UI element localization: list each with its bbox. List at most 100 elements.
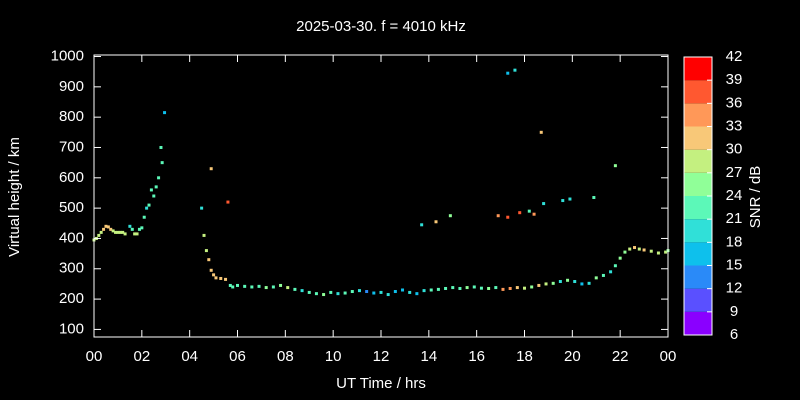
colorbar-tick-label: 9: [730, 303, 738, 320]
x-tick-label: 14: [420, 348, 437, 365]
data-point: [633, 246, 637, 250]
data-point: [479, 286, 483, 290]
data-point: [135, 232, 139, 236]
data-point: [539, 130, 543, 134]
colorbar-bin: [684, 288, 712, 312]
x-tick-label: 12: [373, 348, 390, 365]
data-point: [523, 286, 526, 290]
data-point: [372, 291, 376, 295]
data-point: [293, 287, 297, 291]
colorbar-tick-label: 42: [726, 48, 743, 65]
data-point: [451, 286, 455, 290]
data-point: [580, 282, 584, 286]
data-point: [429, 288, 433, 292]
data-point: [618, 256, 622, 260]
data-point: [99, 230, 103, 234]
colorbar-tick-label: 12: [726, 280, 743, 297]
colorbar-tick-label: 33: [726, 117, 743, 134]
data-point: [154, 185, 158, 189]
data-point: [613, 164, 617, 168]
data-point: [513, 68, 517, 72]
y-tick-label: 400: [59, 229, 84, 246]
x-tick-label: 16: [468, 348, 485, 365]
data-point: [601, 273, 605, 277]
colorbar-tick-label: 15: [726, 256, 743, 273]
x-tick-label: 22: [612, 348, 629, 365]
data-point: [226, 200, 230, 204]
data-point: [314, 292, 318, 296]
data-point: [444, 286, 448, 290]
data-point: [573, 280, 577, 284]
data-point: [200, 206, 204, 210]
x-tick-label: 04: [181, 348, 198, 365]
data-point: [613, 264, 617, 268]
colorbar-bin: [684, 196, 712, 220]
y-tick-label: 700: [59, 138, 84, 155]
data-point: [465, 286, 469, 290]
data-point: [448, 214, 452, 218]
data-point: [551, 281, 555, 285]
data-point: [159, 145, 163, 149]
data-point: [623, 250, 627, 254]
colorbar-tick-label: 18: [726, 233, 743, 250]
data-point: [561, 199, 565, 203]
data-point: [250, 285, 254, 289]
data-point: [329, 290, 333, 294]
data-point: [109, 227, 113, 231]
data-point: [264, 286, 268, 290]
data-point: [147, 203, 151, 207]
data-point: [128, 224, 132, 228]
data-point: [379, 290, 383, 294]
data-point: [116, 230, 120, 234]
data-point: [243, 284, 247, 288]
colorbar-bin: [684, 149, 712, 173]
colorbar-bin: [684, 172, 712, 196]
data-point: [236, 283, 239, 287]
data-point: [472, 285, 476, 289]
data-point: [592, 196, 596, 200]
colorbar-tick-label: 27: [726, 164, 743, 181]
colorbar-bin: [684, 265, 712, 289]
y-tick-label: 800: [59, 108, 84, 125]
y-tick-label: 500: [59, 199, 84, 216]
colorbar-bin: [684, 80, 712, 104]
data-point: [506, 71, 510, 75]
data-point: [123, 232, 127, 236]
data-point: [307, 290, 311, 294]
data-point: [401, 288, 405, 292]
x-tick-label: 18: [516, 348, 533, 365]
data-point: [501, 287, 505, 291]
y-tick-label: 100: [59, 320, 84, 337]
y-axis-label: Virtual height / km: [6, 137, 23, 257]
data-point: [118, 230, 122, 234]
data-point: [300, 289, 304, 293]
data-point: [142, 215, 146, 219]
colorbar-label: SNR / dB: [747, 166, 764, 229]
data-point: [637, 247, 641, 251]
data-point: [257, 284, 261, 288]
colorbar-bin: [684, 103, 712, 127]
data-point: [422, 289, 426, 293]
data-point: [209, 167, 213, 171]
data-point: [530, 285, 534, 289]
data-point: [544, 282, 548, 286]
data-point: [152, 194, 156, 198]
data-point: [628, 247, 632, 251]
data-point: [133, 232, 137, 236]
data-point: [365, 290, 369, 294]
y-tick-label: 300: [59, 260, 84, 277]
data-point: [558, 280, 562, 284]
data-point: [515, 286, 519, 290]
x-tick-label: 00: [86, 348, 103, 365]
colorbar-tick-label: 24: [726, 187, 743, 204]
x-tick-label: 00: [660, 348, 677, 365]
data-point: [204, 249, 208, 253]
data-point: [542, 202, 546, 206]
colorbar-bin: [684, 242, 712, 266]
y-tick-label: 900: [59, 78, 84, 95]
data-point: [664, 250, 668, 254]
data-point: [212, 273, 216, 277]
data-point: [104, 224, 108, 228]
data-point: [649, 249, 653, 253]
